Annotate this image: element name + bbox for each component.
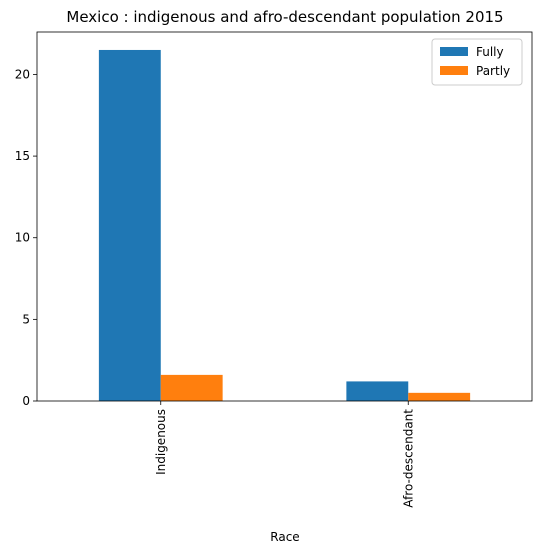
- x-tick-label: Afro-descendant: [401, 409, 415, 508]
- legend-swatch-partly: [440, 66, 468, 75]
- x-axis-label: Race: [270, 530, 299, 544]
- y-tick-label: 0: [22, 394, 30, 408]
- bar-partly-indigenous: [160, 374, 223, 401]
- bar-partly-afro-descendant: [408, 392, 471, 401]
- plot-area: 0 5 10 15 20 Indigenous Afro-descendant: [15, 31, 533, 508]
- legend: Fully Partly: [431, 38, 523, 86]
- axes-frame: [36, 31, 533, 402]
- y-tick-label: 5: [22, 312, 30, 326]
- x-tick-label: Indigenous: [154, 409, 168, 475]
- y-tick-label: 10: [15, 231, 30, 245]
- bar-fully-afro-descendant: [346, 381, 409, 401]
- chart-title: Mexico : indigenous and afro-descendant …: [66, 8, 503, 26]
- y-tick-label: 15: [15, 149, 30, 163]
- y-tick-label: 20: [15, 67, 30, 81]
- legend-label-partly: Partly: [476, 64, 510, 78]
- bar-fully-indigenous: [98, 49, 161, 402]
- legend-label-fully: Fully: [476, 45, 504, 59]
- legend-swatch-fully: [440, 47, 468, 56]
